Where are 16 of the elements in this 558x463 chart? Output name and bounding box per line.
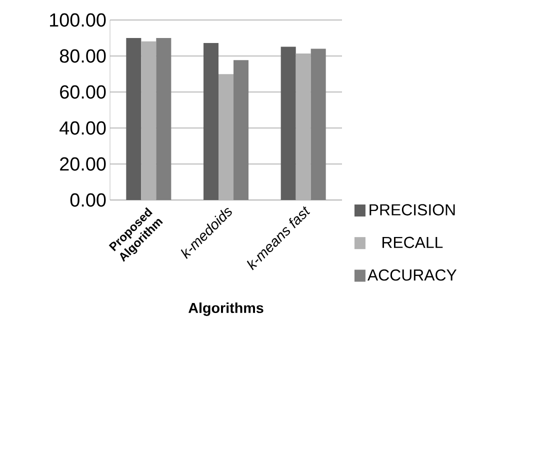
y-tick-label: 100.00 — [50, 13, 106, 27]
y-tick-label: 60.00 — [60, 85, 106, 99]
bar — [280, 46, 296, 200]
bar — [204, 43, 219, 200]
bar — [126, 38, 142, 200]
y-tick-label: 80.00 — [60, 49, 106, 63]
legend-label: PRECISION — [370, 204, 455, 216]
y-tick-label: 40.00 — [60, 121, 106, 135]
x-axis-title: Algorithms — [188, 302, 264, 316]
bar — [310, 48, 326, 200]
bar — [234, 60, 249, 200]
legend-label: RECALL — [382, 236, 443, 248]
legend-label: ACCURACY — [367, 269, 457, 281]
bar — [156, 38, 172, 200]
y-tick-label: 0.00 — [70, 193, 106, 207]
y-tick-label: 20.00 — [60, 157, 106, 171]
